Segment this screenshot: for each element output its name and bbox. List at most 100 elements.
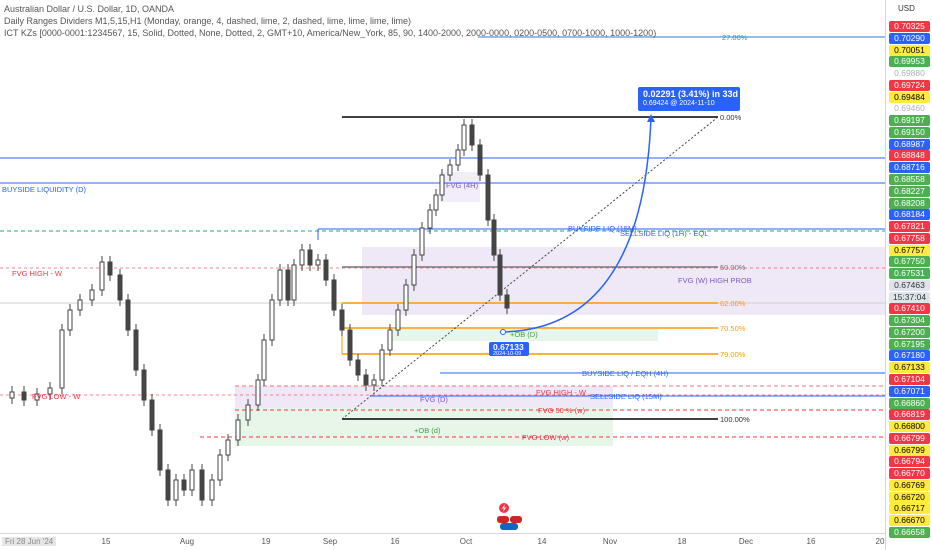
price-badge: 0.67463 — [889, 280, 930, 291]
candle-body — [299, 249, 305, 266]
price-badge: 0.68558 — [889, 174, 930, 185]
candle-body — [355, 359, 361, 376]
plus-ob-d-label: +OB (d) — [414, 426, 441, 435]
price-badge: 0.69150 — [889, 127, 930, 138]
price-badge: 0.67750 — [889, 256, 930, 267]
price-chart-canvas[interactable] — [0, 0, 885, 533]
fib-27-label: 27.00% — [722, 33, 748, 42]
candle-body — [277, 269, 283, 301]
candle-body — [149, 399, 155, 431]
candle-body — [411, 254, 417, 286]
fvg-low-w-left-label: FVG LOW - W — [32, 392, 81, 401]
fvg-low-zone — [235, 386, 613, 408]
currency-label[interactable]: USD — [898, 4, 915, 13]
price-badge: 0.70325 — [889, 21, 930, 32]
candle-body — [117, 274, 123, 301]
price-badge: 0.67133 — [889, 362, 930, 373]
price-badge: 0.67071 — [889, 386, 930, 397]
us-flag-event-icon-2[interactable] — [510, 516, 522, 523]
time-label: 20 — [875, 537, 885, 546]
chart-plot-area[interactable]: Australian Dollar / U.S. Dollar, 1D, OAN… — [0, 0, 885, 533]
price-axis[interactable]: USD 0.70325 0.70290 0.70051 0.69953 0.69880 0… — [885, 0, 932, 550]
price-badge: 0.69460 — [889, 103, 930, 114]
time-label: Aug — [179, 537, 195, 546]
candle-body — [21, 391, 27, 401]
ob-price-label[interactable]: 0.67133 2024-10-09 — [489, 342, 529, 357]
price-badge: 0.70290 — [889, 33, 930, 44]
price-badge: 0.66794 — [889, 456, 930, 467]
candle-body — [291, 264, 297, 301]
price-badge: 0.67304 — [889, 315, 930, 326]
time-label: 16 — [806, 537, 816, 546]
candle-body — [217, 454, 223, 481]
candles-group — [9, 119, 510, 506]
candle-body — [363, 374, 369, 386]
us-flag-event-icon[interactable] — [497, 516, 509, 523]
candle-body — [419, 227, 425, 256]
fvg-high-w-left-label: FVG HIGH - W — [12, 269, 62, 278]
economic-events-icon[interactable] — [500, 523, 518, 530]
buyside-liq-eqh-label: BUYSIDE LIQ / EQH (4H) — [582, 369, 669, 378]
price-badge: 0.66670 — [889, 515, 930, 526]
fvg-low-w-label: FVG LOW (w) — [522, 433, 570, 442]
candle-body — [285, 269, 291, 301]
projection-target: 0.69424 @ 2024-11-10 — [643, 100, 715, 107]
candle-body — [315, 259, 321, 266]
fib-0-label: 0.00% — [720, 113, 742, 122]
candle-body — [339, 309, 345, 331]
candle-body — [107, 261, 113, 276]
indicator-ict-kzs[interactable]: ICT KZs [0000-0001:1234567, 15, Solid, D… — [4, 28, 657, 38]
time-label: Oct — [459, 537, 473, 546]
time-axis[interactable]: Fri 28 Jun '24 15 Aug 19 Sep 16 Oct 14 N… — [0, 533, 885, 550]
candle-body — [59, 329, 65, 389]
ob-d-zone — [390, 329, 658, 341]
candle-body — [504, 294, 510, 309]
candle-body — [181, 479, 187, 491]
plus-ob-zone — [235, 408, 613, 446]
trend-dotted-line — [341, 116, 719, 420]
indicator-daily-ranges[interactable]: Daily Ranges Dividers M1,5,15,H1 (Monday… — [4, 16, 412, 26]
candle-body — [133, 329, 139, 371]
candle-body — [447, 164, 453, 176]
fib-50-label: 50.00% — [720, 263, 746, 272]
candle-body — [47, 387, 53, 395]
candle-body — [323, 259, 329, 281]
price-badge: 0.66860 — [889, 398, 930, 409]
candle-body — [255, 379, 261, 406]
ob-d-label: +OB (D) — [510, 330, 538, 339]
time-label: Sep — [322, 537, 338, 546]
candle-body — [307, 249, 313, 266]
fvg-high-w-label: FVG HIGH - W — [536, 388, 586, 397]
price-badge: 0.70051 — [889, 45, 930, 56]
candle-body — [77, 299, 83, 311]
candle-body — [245, 404, 251, 421]
fvg-50-w-label: FVG 50 % (w) — [538, 406, 586, 415]
price-badge: 0.66799 — [889, 445, 930, 456]
candle-body — [209, 479, 215, 501]
price-badge: 0.69197 — [889, 115, 930, 126]
price-badge: 0.67200 — [889, 327, 930, 338]
price-badge: 0.67758 — [889, 233, 930, 244]
price-badge: 0.68227 — [889, 186, 930, 197]
candle-body — [125, 299, 131, 331]
time-label-first: Fri 28 Jun '24 — [2, 537, 57, 546]
sellside-liq-1h-label: SELLSIDE LIQ (1H) - EQL — [620, 229, 709, 238]
candle-body — [379, 349, 385, 381]
sellside-liq-15m-label: SELLSIDE LIQ (15M) — [590, 392, 662, 401]
candle-body — [34, 393, 40, 401]
candle-body — [157, 429, 163, 471]
fib-79-label: 79.00% — [720, 350, 746, 359]
candle-body — [269, 299, 275, 341]
time-label: 19 — [261, 537, 271, 546]
fib-705-label: 70.50% — [720, 324, 746, 333]
candle-body — [455, 149, 461, 166]
candle-body — [165, 469, 171, 501]
candle-body — [67, 309, 73, 331]
candle-body — [141, 369, 147, 401]
price-badge: 0.66819 — [889, 409, 930, 420]
projection-label[interactable]: 0.02291 (3.41%) in 33d 0.69424 @ 2024-11… — [638, 87, 740, 111]
price-badge: 0.67410 — [889, 303, 930, 314]
price-badge: 0.69880 — [889, 68, 930, 79]
dividend-lightning-icon[interactable] — [499, 503, 509, 513]
candle-body — [173, 479, 179, 501]
